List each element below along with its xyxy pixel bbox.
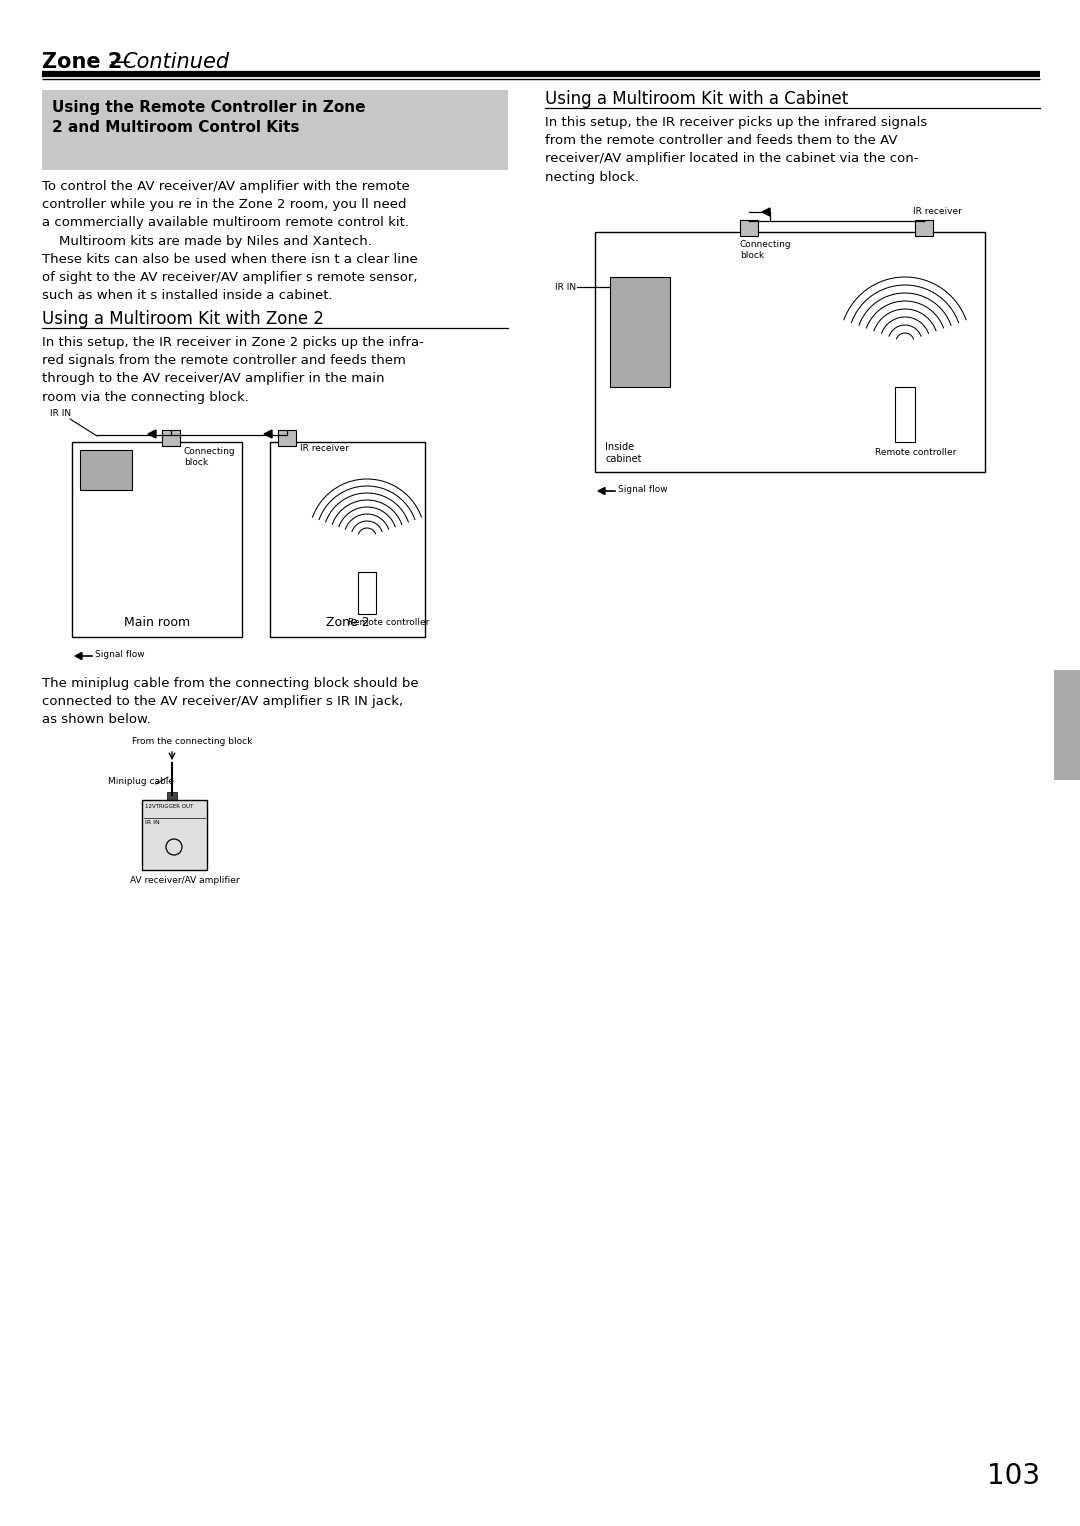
Text: To control the AV receiver/AV amplifier with the remote
controller while you re : To control the AV receiver/AV amplifier … [42,180,418,302]
Bar [610,278,670,388]
Polygon shape [762,208,770,217]
Text: Main room: Main room [124,617,190,629]
Text: The miniplug cable from the connecting block should be
connected to the AV recei: The miniplug cable from the connecting b… [42,678,419,726]
Text: IR receiver: IR receiver [913,208,962,217]
Bar [167,792,177,803]
Text: Zone 2: Zone 2 [326,617,369,629]
Text: From the connecting block: From the connecting block [132,737,253,746]
Text: AV receiver/AV amplifier: AV receiver/AV amplifier [130,876,240,885]
Bar [1054,670,1080,780]
Bar [740,220,758,237]
Bar [141,800,207,870]
Text: Continued: Continued [122,52,229,72]
Bar [895,388,915,443]
Bar [162,430,180,446]
Text: —: — [110,52,131,72]
Text: Connecting
block: Connecting block [184,447,235,467]
Bar [915,220,933,237]
Text: 12VTRIGGER OUT: 12VTRIGGER OUT [145,804,193,809]
Bar [595,232,985,472]
Bar [80,450,132,490]
Bar [72,443,242,636]
Text: Connecting
block: Connecting block [740,240,792,259]
Bar [278,430,296,446]
Text: Remote controller: Remote controller [875,449,957,456]
Text: Miniplug cable: Miniplug cable [108,777,174,786]
Bar [357,572,376,613]
Text: IR IN: IR IN [145,819,160,826]
Polygon shape [598,487,605,494]
Text: Using the Remote Controller in Zone: Using the Remote Controller in Zone [52,101,365,114]
Bar [270,443,426,636]
Text: Using a Multiroom Kit with a Cabinet: Using a Multiroom Kit with a Cabinet [545,90,848,108]
Text: 2 and Multiroom Control Kits: 2 and Multiroom Control Kits [52,121,299,134]
Bar [42,90,508,169]
Polygon shape [148,430,156,438]
Text: Remote controller: Remote controller [348,618,430,627]
Polygon shape [75,653,82,659]
Text: Signal flow: Signal flow [618,485,667,494]
Polygon shape [264,430,272,438]
Text: IR IN: IR IN [555,282,576,291]
Text: IR receiver: IR receiver [300,444,349,453]
Text: In this setup, the IR receiver in Zone 2 picks up the infra-
red signals from th: In this setup, the IR receiver in Zone 2… [42,336,423,403]
Text: Using a Multiroom Kit with Zone 2: Using a Multiroom Kit with Zone 2 [42,310,324,328]
Text: IR IN: IR IN [50,409,71,418]
Text: Inside
cabinet: Inside cabinet [605,441,642,464]
Text: Signal flow: Signal flow [95,650,145,659]
Text: In this setup, the IR receiver picks up the infrared signals
from the remote con: In this setup, the IR receiver picks up … [545,116,928,183]
Text: 103: 103 [987,1462,1040,1489]
Text: Zone 2: Zone 2 [42,52,122,72]
